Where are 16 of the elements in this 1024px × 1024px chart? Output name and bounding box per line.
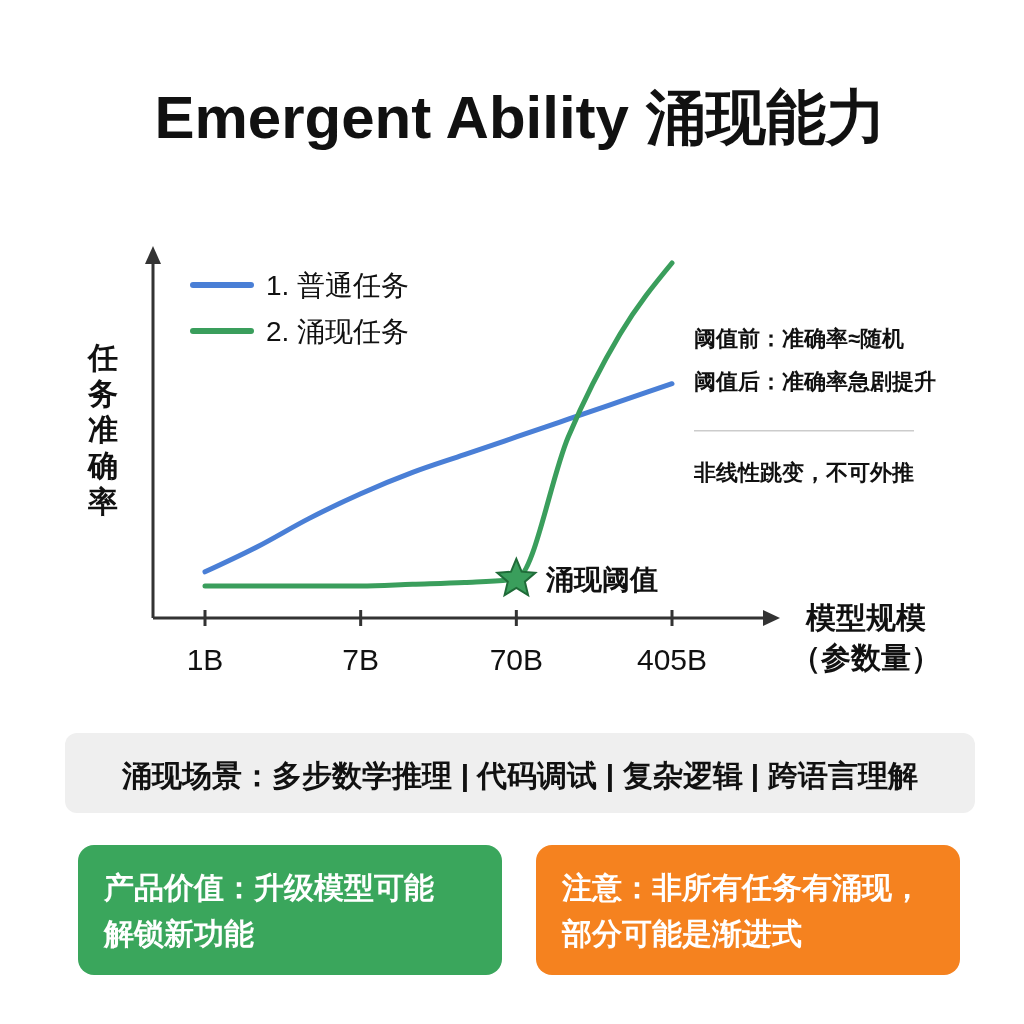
x-tick-label: 70B bbox=[489, 643, 544, 676]
text: 注意：非所有任务有涌现，部分可能是渐进式 bbox=[561, 871, 922, 950]
annotation: 涌现阈值 bbox=[545, 563, 659, 595]
text: 涌现场景：多步数学推理 | 代码调试 | 复杂逻辑 | 跨语言理解 bbox=[121, 759, 918, 792]
chart-title: Emergent Ability 涌现能力 bbox=[154, 84, 886, 151]
annotation: 阈值前：准确率≈随机 bbox=[694, 326, 905, 351]
x-tick-label: 405B bbox=[636, 643, 708, 676]
x-tick-label: 7B bbox=[342, 643, 380, 676]
annotation: 阈值后：准确率急剧提升 bbox=[694, 369, 936, 394]
text: 产品价值：升级模型可能解锁新功能 bbox=[103, 871, 434, 950]
annotation: 非线性跳变，不可外推 bbox=[693, 460, 914, 485]
x-tick-label: 1B bbox=[186, 643, 224, 676]
legend-label: 1. 普通任务 bbox=[266, 270, 410, 301]
x-axis-title: 模型规模（参数量） bbox=[791, 601, 941, 674]
legend-label: 2. 涌现任务 bbox=[266, 316, 410, 347]
y-axis-title: 任务准确率 bbox=[86, 341, 118, 518]
